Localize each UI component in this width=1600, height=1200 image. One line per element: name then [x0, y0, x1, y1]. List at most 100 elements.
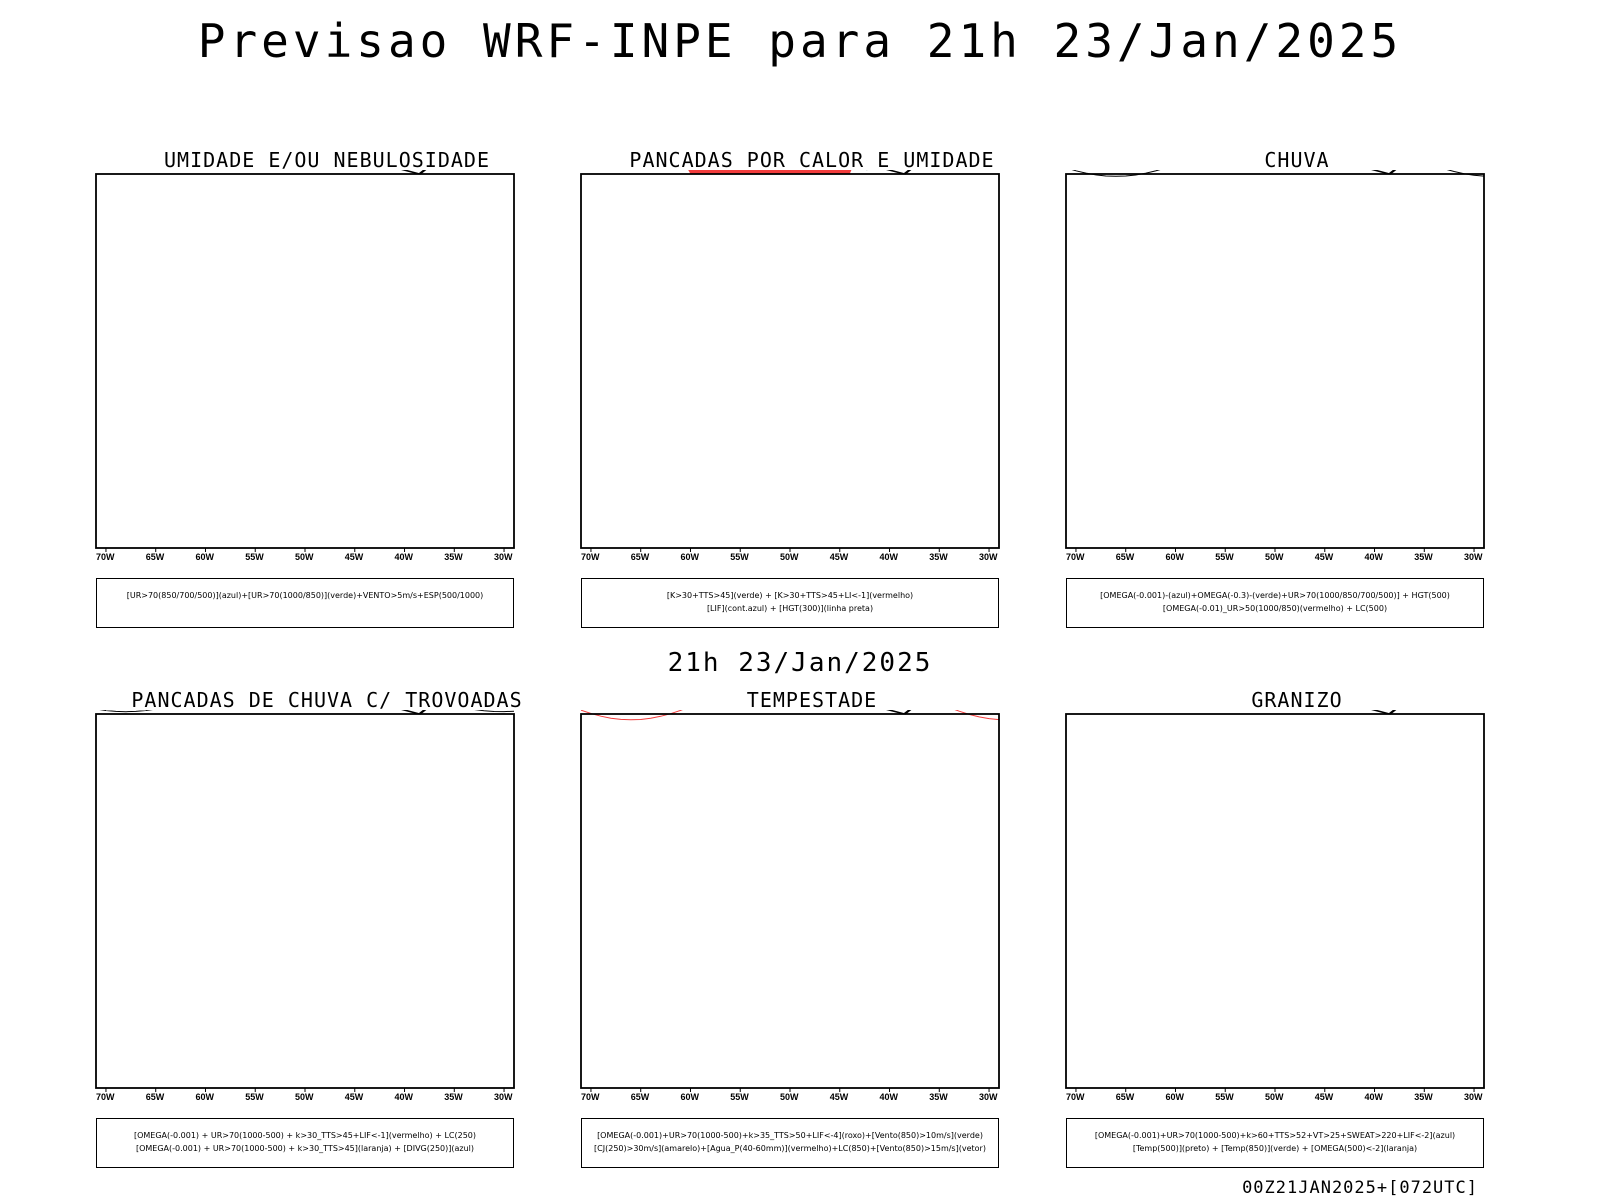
lon-label: 40W — [395, 552, 414, 562]
panel-heat-showers: PANCADAS POR CALOR E UMIDADE 96009600960… — [577, 148, 1047, 648]
main-title: Previsao WRF-INPE para 21h 23/Jan/2025 — [197, 14, 1403, 68]
legend-line: [UR>70(850/700/500)](azul)+[UR>70(1000/8… — [126, 591, 484, 600]
map-heat-showers: 960096009600960095209520944012S15S18S21S… — [580, 170, 1000, 562]
lon-label: 65W — [631, 1092, 650, 1102]
map-rain: 58558558558257657957012S15S18S21S24S27S3… — [1065, 170, 1485, 562]
lon-label: 30W — [1464, 1092, 1483, 1102]
panel-rain: CHUVA 58558558558257657957012S15S18S21S2… — [1062, 148, 1532, 648]
lon-label: 70W — [1066, 552, 1085, 562]
lon-label: 55W — [1215, 552, 1234, 562]
lon-label: 70W — [96, 1092, 115, 1102]
panel-storm: TEMPESTADE 404040405050606012S15S18S21S2… — [577, 688, 1047, 1188]
panel-title: GRANIZO — [1251, 688, 1343, 712]
border-line — [1371, 170, 1390, 175]
lon-label: 50W — [1265, 1092, 1284, 1102]
legend-line: [LIF](cont.azul) + [HGT(300)](linha pret… — [706, 604, 874, 613]
legend-line: [OMEGA(-0.001)+UR>70(1000-500)+k>60+TTS>… — [1094, 1131, 1456, 1140]
border-line — [886, 170, 905, 175]
run-info-footer: 00Z21JAN2025+[072UTC] — [1242, 1178, 1478, 1198]
lon-label: 40W — [880, 1092, 899, 1102]
lon-label: 45W — [1315, 1092, 1334, 1102]
instability-area-red — [688, 170, 852, 174]
streamline — [1071, 170, 1485, 177]
lon-label: 70W — [1066, 1092, 1085, 1102]
lon-label: 35W — [929, 552, 948, 562]
lon-label: 30W — [979, 1092, 998, 1102]
map-thunderstorm-showers: 12S15S18S21S24S27S30S33S36S39S42S70W65W6… — [95, 710, 515, 1102]
lon-label: 30W — [979, 552, 998, 562]
lon-label: 50W — [780, 1092, 799, 1102]
map-background — [96, 714, 514, 1088]
lon-label: 45W — [1315, 552, 1334, 562]
border-line — [401, 710, 420, 715]
lon-label: 45W — [345, 552, 364, 562]
panel-title: UMIDADE E/OU NEBULOSIDADE — [163, 148, 491, 172]
panel-legend: [OMEGA(-0.001)+UR>70(1000-500)+k>35_TTS>… — [581, 1118, 999, 1168]
lon-label: 30W — [494, 1092, 513, 1102]
lon-label: 40W — [1365, 1092, 1384, 1102]
lon-label: 45W — [830, 552, 849, 562]
map-background — [581, 714, 999, 1088]
legend-line: [OMEGA(-0.001)+UR>70(1000-500)+k>35_TTS>… — [597, 1131, 983, 1140]
panel-thunderstorm-showers: PANCADAS DE CHUVA C/ TROVOADAS 12S15S18S… — [92, 688, 562, 1188]
lon-label: 50W — [295, 552, 314, 562]
lon-label: 65W — [1116, 552, 1135, 562]
lon-label: 30W — [494, 552, 513, 562]
streamline — [99, 710, 515, 713]
lon-label: 70W — [96, 552, 115, 562]
map-background — [96, 174, 514, 548]
lon-label: 65W — [631, 552, 650, 562]
lon-label: 60W — [680, 1092, 699, 1102]
map-background — [1066, 714, 1484, 1088]
border-line — [886, 710, 905, 715]
lon-label: 65W — [146, 1092, 165, 1102]
map-storm: 404040405050606012S15S18S21S24S27S30S33S… — [580, 710, 1000, 1102]
panel-title: TEMPESTADE — [746, 688, 878, 712]
lon-label: 40W — [880, 552, 899, 562]
panel-title: PANCADAS POR CALOR E UMIDADE — [629, 148, 995, 172]
legend-line: [Temp(500)](preto) + [Temp(850)](verde) … — [1132, 1144, 1418, 1153]
panel-title: PANCADAS DE CHUVA C/ TROVOADAS — [131, 688, 523, 712]
lon-label: 35W — [444, 552, 463, 562]
lon-label: 60W — [1165, 1092, 1184, 1102]
precipitable-water-contour — [580, 710, 1000, 721]
panel-legend: [OMEGA(-0.001) + UR>70(1000-500) + k>30_… — [96, 1118, 514, 1168]
panel-hail: GRANIZO 1616161212-12-812S15S18S21S24S27… — [1062, 688, 1532, 1188]
lon-label: 55W — [245, 552, 264, 562]
lon-label: 65W — [1116, 1092, 1135, 1102]
lon-label: 60W — [680, 552, 699, 562]
lon-label: 35W — [929, 1092, 948, 1102]
lon-label: 60W — [195, 1092, 214, 1102]
lon-label: 55W — [245, 1092, 264, 1102]
lon-label: 40W — [1365, 552, 1384, 562]
legend-line: [OMEGA(-0.01)_UR>50(1000/850)(vermelho) … — [1162, 604, 1388, 613]
lon-label: 70W — [581, 1092, 600, 1102]
forecast-time-label: 21h 23/Jan/2025 — [667, 648, 933, 678]
border-line — [401, 170, 420, 175]
lon-label: 50W — [295, 1092, 314, 1102]
legend-line: [K>30+TTS>45](verde) + [K>30+TTS>45+LI<-… — [666, 591, 914, 600]
lon-label: 35W — [1414, 1092, 1433, 1102]
lon-label: 60W — [195, 552, 214, 562]
border-line — [1371, 710, 1390, 715]
lon-label: 70W — [581, 552, 600, 562]
lon-label: 45W — [345, 1092, 364, 1102]
lon-label: 45W — [830, 1092, 849, 1102]
lon-label: 55W — [1215, 1092, 1234, 1102]
lon-label: 60W — [1165, 552, 1184, 562]
panel-legend: [OMEGA(-0.001)+UR>70(1000-500)+k>60+TTS>… — [1066, 1118, 1484, 1168]
lon-label: 40W — [395, 1092, 414, 1102]
panel-legend: [K>30+TTS>45](verde) + [K>30+TTS>45+LI<-… — [581, 578, 999, 628]
legend-line: [OMEGA(-0.001)-(azul)+OMEGA(-0.3)-(verde… — [1100, 591, 1450, 600]
legend-line: [OMEGA(-0.001) + UR>70(1000-500) + k>30_… — [133, 1131, 477, 1140]
panel-title: CHUVA — [1264, 148, 1330, 172]
legend-line: [CJ(250)>30m/s](amarelo)+[Agua_P(40-60mm… — [594, 1144, 986, 1153]
map-background — [581, 174, 999, 548]
panel-humidity: UMIDADE E/OU NEBULOSIDADE 10121012101210… — [92, 148, 562, 648]
map-hail: 1616161212-12-812S15S18S21S24S27S30S33S3… — [1065, 710, 1485, 1102]
map-background — [1066, 174, 1484, 548]
lon-label: 55W — [730, 1092, 749, 1102]
lon-label: 55W — [730, 552, 749, 562]
lon-label: 35W — [1414, 552, 1433, 562]
lon-label: 50W — [780, 552, 799, 562]
